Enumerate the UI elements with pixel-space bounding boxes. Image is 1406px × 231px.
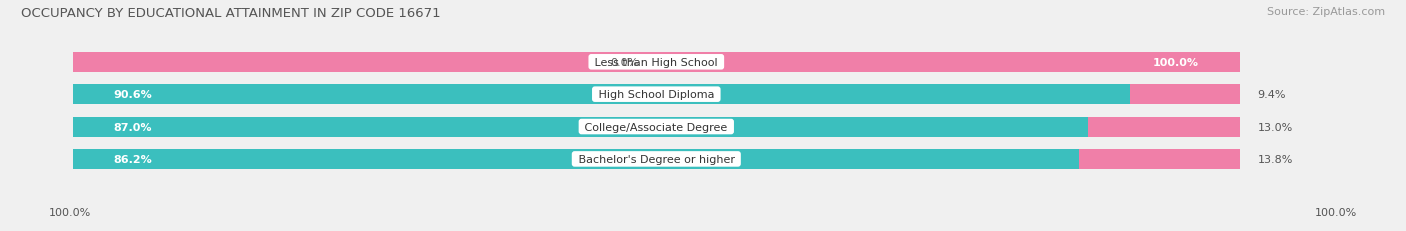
Bar (73, 52, 1240, 73)
Bar (73, 117, 1088, 137)
Bar (1088, 117, 1240, 137)
Text: College/Associate Degree: College/Associate Degree (582, 122, 731, 132)
Bar (73, 52, 1240, 73)
Text: 100.0%: 100.0% (49, 207, 91, 217)
Text: 86.2%: 86.2% (114, 154, 152, 164)
Bar (73, 117, 1240, 137)
Bar (73, 149, 1078, 169)
Text: 100.0%: 100.0% (1153, 58, 1199, 67)
Bar (73, 85, 1240, 105)
Text: Bachelor's Degree or higher: Bachelor's Degree or higher (575, 154, 738, 164)
Bar (1130, 85, 1240, 105)
Text: 9.4%: 9.4% (1257, 90, 1286, 100)
Text: OCCUPANCY BY EDUCATIONAL ATTAINMENT IN ZIP CODE 16671: OCCUPANCY BY EDUCATIONAL ATTAINMENT IN Z… (21, 7, 440, 20)
Text: High School Diploma: High School Diploma (595, 90, 718, 100)
Bar (73, 149, 1240, 169)
Text: Less than High School: Less than High School (592, 58, 721, 67)
Text: 90.6%: 90.6% (114, 90, 152, 100)
Text: Source: ZipAtlas.com: Source: ZipAtlas.com (1267, 7, 1385, 17)
Bar (1078, 149, 1240, 169)
Bar (73, 85, 1130, 105)
Text: 87.0%: 87.0% (114, 122, 152, 132)
Text: 100.0%: 100.0% (1315, 207, 1357, 217)
Text: 13.8%: 13.8% (1257, 154, 1294, 164)
Text: 0.0%: 0.0% (610, 58, 638, 67)
Text: 13.0%: 13.0% (1257, 122, 1292, 132)
